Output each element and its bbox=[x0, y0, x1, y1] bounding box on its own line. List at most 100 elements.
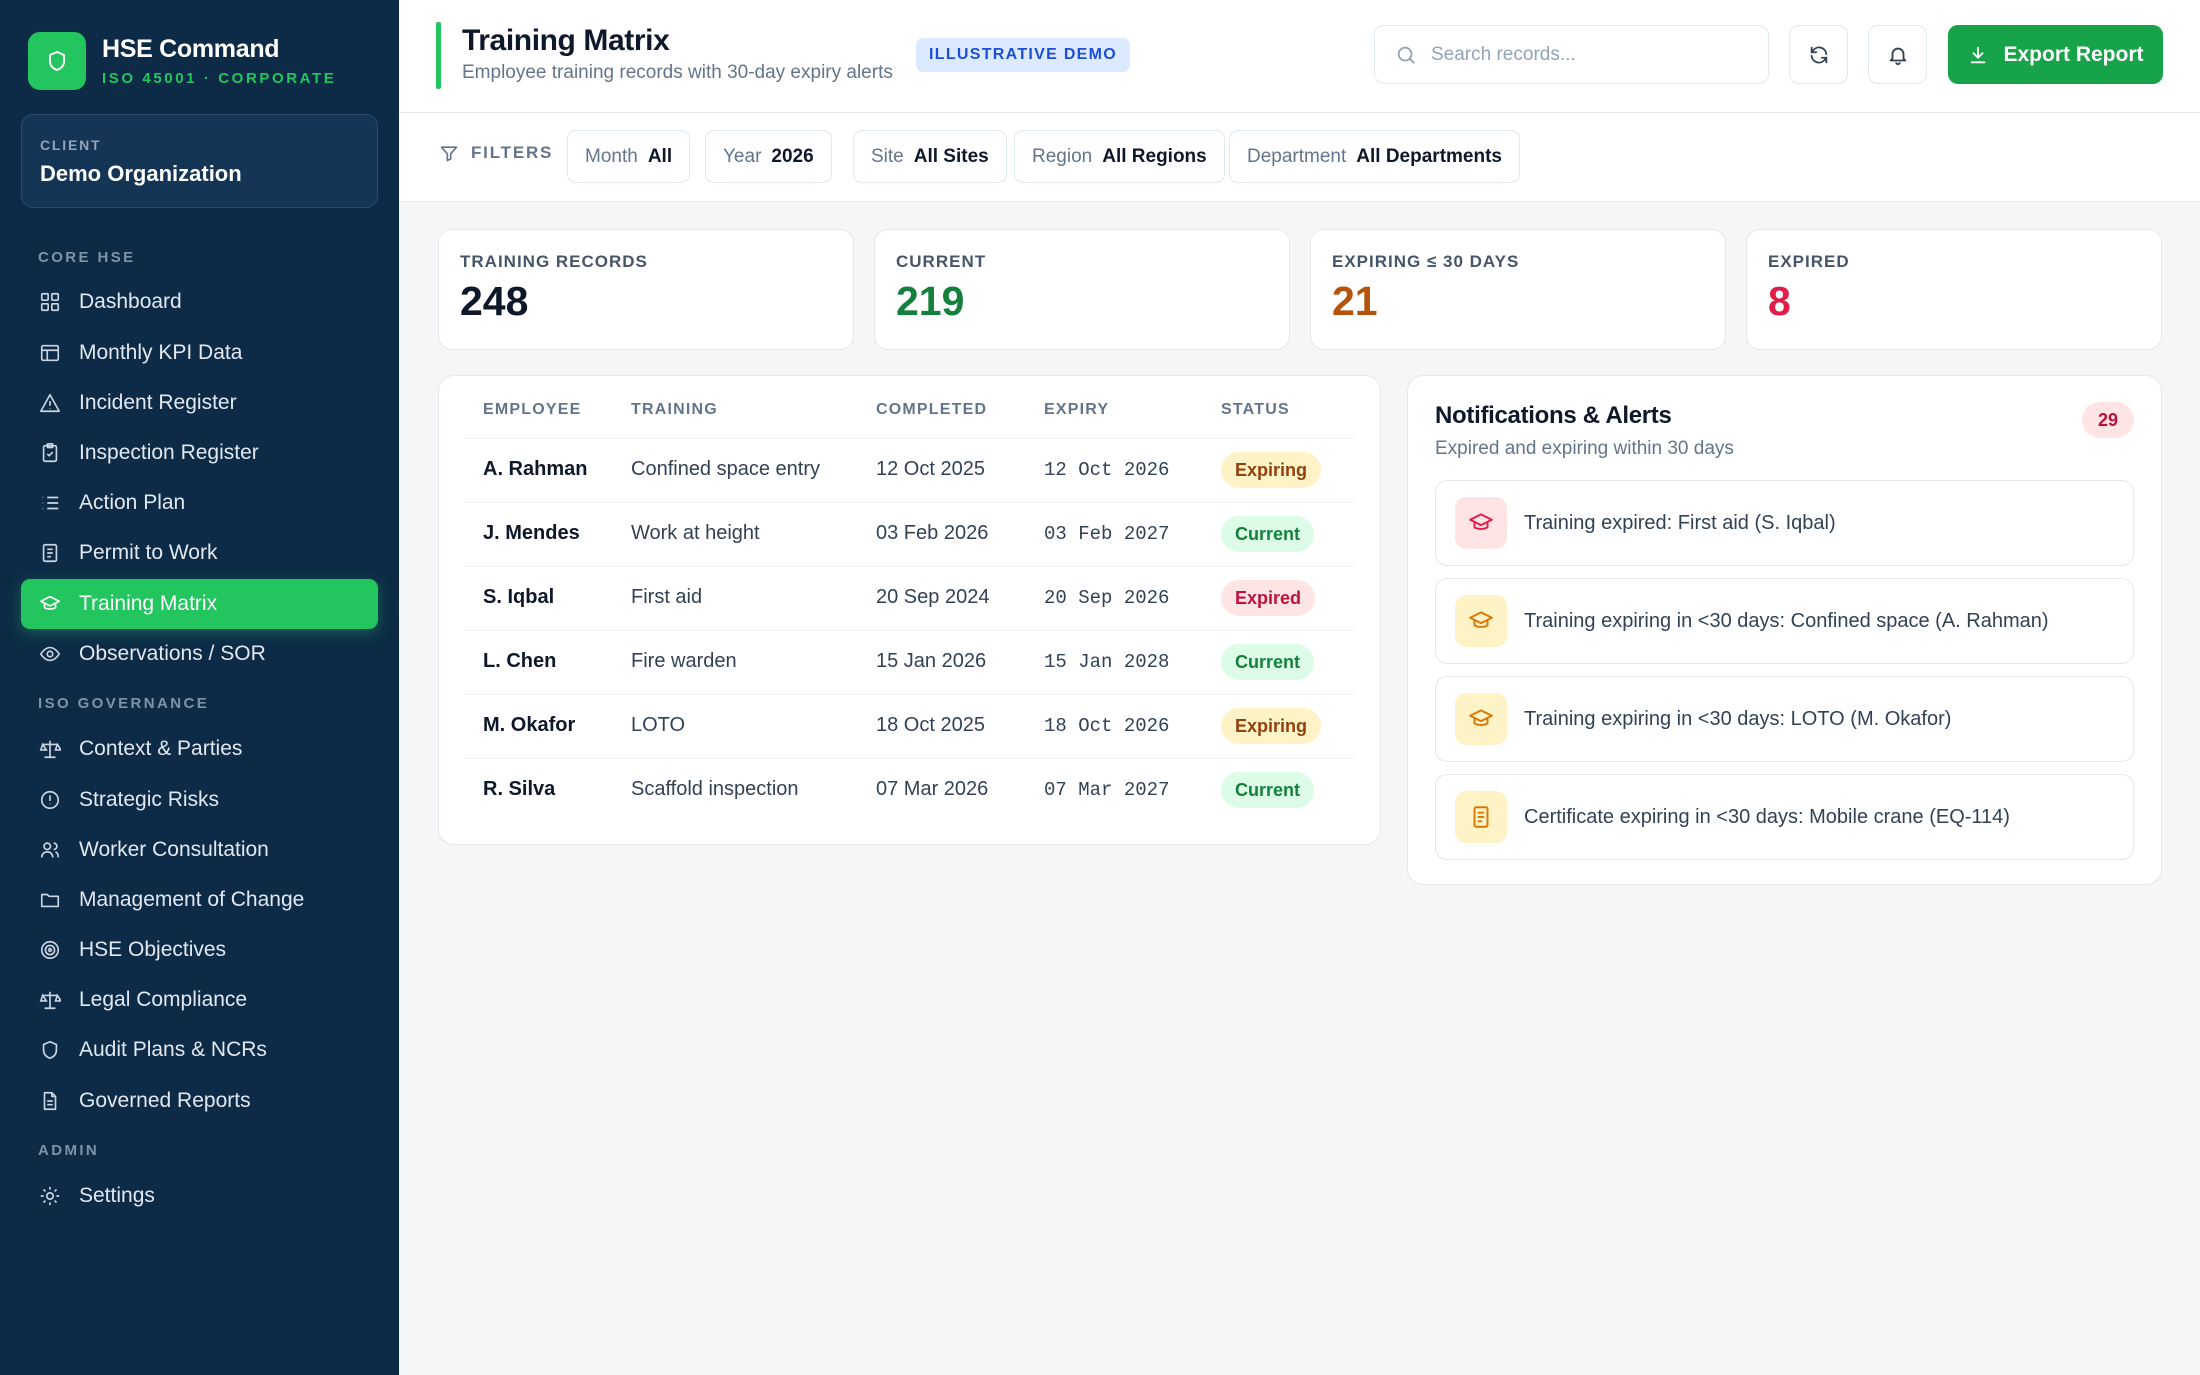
kpi-value: 8 bbox=[1768, 278, 1791, 324]
cell-training: Scaffold inspection bbox=[631, 778, 799, 800]
filter-icon bbox=[439, 143, 471, 163]
graduation-cap-icon bbox=[38, 592, 62, 616]
kpi-value: 219 bbox=[896, 278, 965, 324]
filter-site[interactable]: Site All Sites bbox=[853, 130, 1007, 183]
brand[interactable]: HSE Command ISO 45001 · CORPORATE bbox=[28, 32, 336, 90]
target-icon bbox=[38, 938, 62, 962]
shield-icon bbox=[38, 1038, 62, 1062]
cell-training: Work at height bbox=[631, 522, 760, 544]
sidebar-item-settings[interactable]: Settings bbox=[21, 1171, 378, 1221]
sidebar-item-hse-objectives[interactable]: HSE Objectives bbox=[21, 925, 378, 975]
scale-icon bbox=[38, 988, 62, 1012]
kpi-card-training-records: TRAINING RECORDS 248 bbox=[438, 229, 854, 350]
client-label: CLIENT bbox=[40, 137, 102, 153]
sidebar-item-label: Inspection Register bbox=[79, 441, 259, 464]
kpi-label: EXPIRING ≤ 30 DAYS bbox=[1332, 252, 1520, 271]
notification-item[interactable]: Training expired: First aid (S. Iqbal) bbox=[1435, 480, 2134, 566]
filters-label: FILTERS bbox=[439, 143, 553, 163]
table-row[interactable]: A. Rahman Confined space entry 12 Oct 20… bbox=[466, 438, 1355, 502]
notifications-title: Notifications & Alerts bbox=[1435, 402, 1672, 429]
filter-value: All Departments bbox=[1356, 145, 1502, 167]
page-subtitle: Employee training records with 30-day ex… bbox=[462, 62, 893, 83]
notification-item[interactable]: Training expiring in <30 days: LOTO (M. … bbox=[1435, 676, 2134, 762]
notification-text: Training expiring in <30 days: Confined … bbox=[1524, 609, 2049, 632]
folder-icon bbox=[38, 888, 62, 912]
clipboard-check-icon bbox=[38, 441, 62, 465]
filter-value: All bbox=[647, 145, 673, 167]
sidebar-item-label: Context & Parties bbox=[79, 737, 243, 760]
filter-key: Department bbox=[1247, 145, 1347, 167]
column-header-training[interactable]: TRAINING bbox=[631, 401, 718, 418]
file-text-icon bbox=[1455, 791, 1507, 843]
graduation-cap-icon bbox=[1455, 693, 1507, 745]
sidebar-item-dashboard[interactable]: Dashboard bbox=[21, 277, 378, 327]
filters-label-text: FILTERS bbox=[471, 143, 554, 162]
cell-completed: 03 Feb 2026 bbox=[876, 522, 989, 544]
sidebar-item-label: Incident Register bbox=[79, 391, 237, 414]
notification-text: Training expiring in <30 days: LOTO (M. … bbox=[1524, 707, 1952, 730]
column-header-employee[interactable]: EMPLOYEE bbox=[483, 401, 582, 418]
sidebar-item-monthly-kpi-data[interactable]: Monthly KPI Data bbox=[21, 328, 378, 378]
sidebar-item-permit-to-work[interactable]: Permit to Work bbox=[21, 528, 378, 578]
client-name: Demo Organization bbox=[40, 161, 242, 186]
cell-employee: L. Chen bbox=[483, 650, 557, 672]
status-badge: Current bbox=[1221, 644, 1315, 680]
filter-value: 2026 bbox=[771, 145, 814, 167]
table-row[interactable]: R. Silva Scaffold inspection 07 Mar 2026… bbox=[466, 758, 1355, 822]
bell-icon bbox=[1887, 44, 1909, 66]
app-subtitle: ISO 45001 · CORPORATE bbox=[102, 70, 337, 87]
sidebar-item-management-of-change[interactable]: Management of Change bbox=[21, 875, 378, 925]
notifications-button[interactable] bbox=[1868, 25, 1927, 84]
column-header-expiry[interactable]: EXPIRY bbox=[1044, 401, 1110, 418]
table-row[interactable]: S. Iqbal First aid 20 Sep 2024 20 Sep 20… bbox=[466, 566, 1355, 630]
notification-item[interactable]: Training expiring in <30 days: Confined … bbox=[1435, 578, 2134, 664]
sidebar-item-label: Settings bbox=[79, 1184, 155, 1207]
table-row[interactable]: L. Chen Fire warden 15 Jan 2026 15 Jan 2… bbox=[466, 630, 1355, 694]
sidebar-item-incident-register[interactable]: Incident Register bbox=[21, 378, 378, 428]
sidebar-item-worker-consultation[interactable]: Worker Consultation bbox=[21, 825, 378, 875]
refresh-icon bbox=[1808, 44, 1830, 66]
sidebar-item-inspection-register[interactable]: Inspection Register bbox=[21, 428, 378, 478]
kpi-label: EXPIRED bbox=[1768, 252, 1850, 271]
filter-value: All Regions bbox=[1102, 145, 1207, 167]
sidebar-item-audit-plans-ncrs[interactable]: Audit Plans & NCRs bbox=[21, 1025, 378, 1075]
notifications-panel: Notifications & Alerts Expired and expir… bbox=[1407, 375, 2162, 885]
sidebar-item-label: Audit Plans & NCRs bbox=[79, 1038, 267, 1061]
notification-item[interactable]: Certificate expiring in <30 days: Mobile… bbox=[1435, 774, 2134, 860]
column-header-status[interactable]: STATUS bbox=[1221, 401, 1290, 418]
sidebar-item-training-matrix[interactable]: Training Matrix bbox=[21, 579, 378, 629]
cell-expiry: 15 Jan 2028 bbox=[1044, 651, 1170, 673]
export-report-button[interactable]: Export Report bbox=[1948, 25, 2163, 84]
cell-completed: 18 Oct 2025 bbox=[876, 714, 985, 736]
sidebar-item-label: Strategic Risks bbox=[79, 788, 220, 811]
cell-completed: 20 Sep 2024 bbox=[876, 586, 990, 608]
sidebar-item-legal-compliance[interactable]: Legal Compliance bbox=[21, 975, 378, 1025]
cell-expiry: 03 Feb 2027 bbox=[1044, 523, 1170, 545]
sidebar-item-label: Monthly KPI Data bbox=[79, 341, 243, 364]
cell-training: Fire warden bbox=[631, 650, 737, 672]
filter-month[interactable]: Month All bbox=[567, 130, 691, 183]
filter-department[interactable]: Department All Departments bbox=[1229, 130, 1520, 183]
search-box[interactable] bbox=[1374, 25, 1769, 84]
refresh-button[interactable] bbox=[1789, 25, 1848, 84]
cell-expiry: 18 Oct 2026 bbox=[1044, 715, 1170, 737]
notifications-subtitle: Expired and expiring within 30 days bbox=[1435, 438, 1734, 459]
filter-bar: FILTERS Month All Year 2026 Site All Sites … bbox=[399, 113, 2200, 202]
column-header-completed[interactable]: COMPLETED bbox=[876, 401, 988, 418]
filter-year[interactable]: Year 2026 bbox=[705, 130, 832, 183]
table-row[interactable]: M. Okafor LOTO 18 Oct 2025 18 Oct 2026 E… bbox=[466, 694, 1355, 758]
sidebar-item-action-plan[interactable]: Action Plan bbox=[21, 478, 378, 528]
table-row[interactable]: J. Mendes Work at height 03 Feb 2026 03 … bbox=[466, 502, 1355, 566]
sidebar-item-context-parties[interactable]: Context & Parties bbox=[21, 724, 378, 774]
sidebar-item-observations-sor[interactable]: Observations / SOR bbox=[21, 629, 378, 679]
cell-employee: R. Silva bbox=[483, 778, 556, 800]
download-icon bbox=[1967, 44, 2003, 66]
sidebar-item-label: Governed Reports bbox=[79, 1089, 251, 1112]
sidebar-item-governed-reports[interactable]: Governed Reports bbox=[21, 1076, 378, 1126]
sidebar-item-strategic-risks[interactable]: Strategic Risks bbox=[21, 775, 378, 825]
cell-completed: 07 Mar 2026 bbox=[876, 778, 989, 800]
client-selector[interactable]: CLIENT Demo Organization bbox=[21, 114, 378, 208]
status-badge: Current bbox=[1221, 516, 1315, 552]
filter-region[interactable]: Region All Regions bbox=[1014, 130, 1225, 183]
search-input[interactable] bbox=[1431, 43, 1751, 66]
